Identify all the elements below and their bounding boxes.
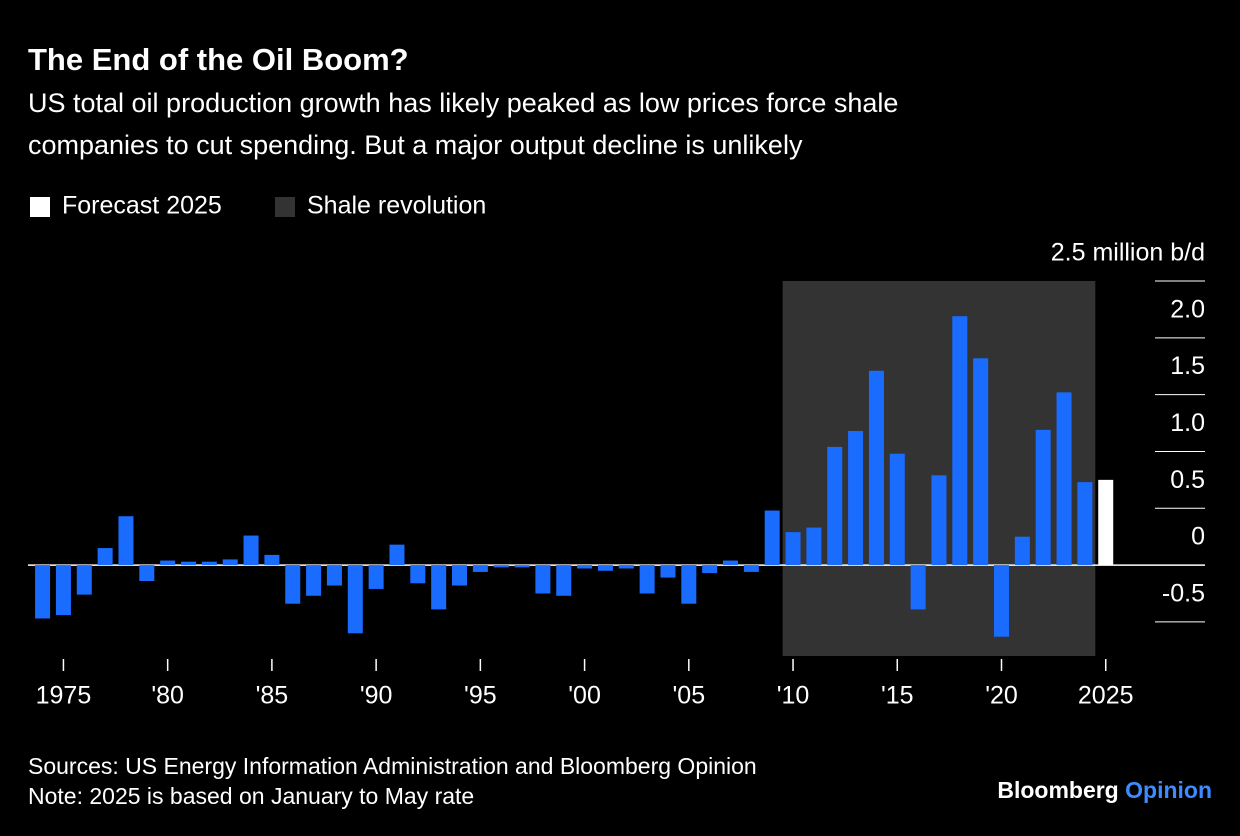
brand: Bloomberg Opinion	[997, 777, 1212, 803]
y-tick-label: 0.5	[1170, 466, 1205, 494]
bar	[994, 565, 1010, 637]
bar	[889, 453, 905, 566]
bar	[472, 565, 488, 572]
bar	[785, 532, 801, 566]
y-tick-label: 0	[1191, 523, 1205, 551]
bar	[639, 565, 655, 594]
brand-opinion: Opinion	[1125, 777, 1212, 803]
y-tick-label: -0.5	[1162, 580, 1205, 608]
bar	[1077, 482, 1093, 566]
bar	[139, 565, 155, 581]
y-tick-label: 1.0	[1170, 409, 1205, 437]
bar	[431, 565, 447, 610]
bar	[681, 565, 697, 604]
bar	[35, 565, 51, 619]
bar	[514, 565, 530, 568]
x-tick-label: '80	[151, 682, 184, 710]
bar	[97, 548, 113, 566]
x-tick-label: '90	[360, 682, 393, 710]
bar	[931, 475, 947, 566]
bar	[1056, 392, 1072, 566]
legend-swatch	[30, 197, 50, 217]
y-tick-label: 1.5	[1170, 352, 1205, 380]
bar	[76, 565, 92, 595]
bar	[973, 358, 989, 566]
bar	[55, 565, 71, 616]
bar	[702, 565, 718, 574]
y-tick-label: 2.5 million b/d	[1051, 239, 1205, 267]
x-tick-label: 2025	[1078, 682, 1134, 710]
brand-name: Bloomberg	[997, 777, 1118, 803]
x-tick-label: '95	[464, 682, 497, 710]
bar	[243, 535, 259, 566]
bar	[848, 431, 864, 566]
legend-label: Forecast 2025	[62, 192, 222, 220]
x-tick-label: '20	[985, 682, 1018, 710]
bar	[493, 565, 509, 568]
bar	[160, 560, 176, 566]
bar	[285, 565, 301, 604]
bar	[410, 565, 426, 584]
bar	[910, 565, 926, 610]
bar	[806, 527, 822, 566]
legend-swatch	[275, 197, 295, 217]
chart-title: The End of the Oil Boom?	[28, 42, 409, 77]
x-tick-label: '15	[881, 682, 914, 710]
bar	[389, 544, 405, 566]
bar	[556, 565, 572, 596]
sources: Sources: US Energy Information Administr…	[28, 753, 757, 779]
bar	[618, 565, 634, 569]
x-tick-label: '05	[673, 682, 706, 710]
x-tick-label: '00	[568, 682, 601, 710]
note: Note: 2025 is based on January to May ra…	[28, 783, 474, 809]
bar	[827, 446, 843, 566]
bar	[347, 565, 363, 634]
bar	[201, 561, 217, 566]
bar	[1035, 429, 1051, 566]
bar	[743, 565, 759, 572]
bar	[264, 554, 280, 566]
legend-label: Shale revolution	[307, 192, 486, 220]
bar	[222, 559, 238, 566]
x-tick-label: 1975	[36, 682, 92, 710]
y-tick-label: 2.0	[1170, 295, 1205, 323]
x-tick-label: '85	[256, 682, 289, 710]
bar	[1014, 536, 1030, 566]
bar	[660, 565, 676, 578]
bar	[597, 565, 613, 571]
bar	[535, 565, 551, 594]
subtitle: US total oil production growth has likel…	[28, 88, 898, 118]
bar	[181, 561, 197, 566]
bar	[868, 370, 884, 566]
x-tick-label: '10	[777, 682, 810, 710]
bar	[452, 565, 468, 586]
bar	[1098, 479, 1114, 566]
bar	[306, 565, 322, 596]
bar	[952, 316, 968, 566]
bar	[764, 510, 780, 566]
bar	[118, 516, 134, 566]
subtitle: companies to cut spending. But a major o…	[28, 130, 803, 160]
bar	[577, 565, 593, 569]
bar	[368, 565, 384, 589]
bar	[723, 560, 739, 566]
bar	[326, 565, 342, 586]
